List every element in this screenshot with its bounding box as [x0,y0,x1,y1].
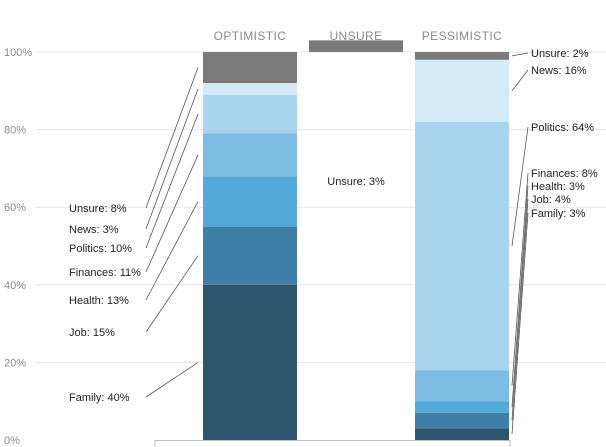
bar-segment-optimistic-unsure [203,52,297,84]
data-label: Unsure: 2% [531,48,589,60]
leader-line [145,113,199,249]
y-tick-label: 40% [4,280,26,292]
y-tick-label: 60% [4,202,26,214]
leader-line [145,255,199,333]
bar-segment-optimistic-finances [203,133,297,177]
leader-line [511,198,529,421]
leader-line [145,201,199,301]
leader-line [145,67,199,209]
data-label: Family: 3% [531,208,586,220]
y-tick-label: 100% [4,47,32,59]
leader-line [511,185,529,408]
bar-segment-optimistic-job [203,226,297,285]
bar-segment-optimistic-politics [203,94,297,134]
leader-line [145,154,199,273]
leader-line [511,172,529,386]
y-tick-label: 80% [4,125,26,137]
bar-segment-pessimistic-unsure [415,52,509,60]
bar-segment-unsure-unsure [309,40,403,52]
data-label: Job: 15% [69,327,115,339]
data-label: News: 3% [69,224,119,236]
data-label: Politics: 10% [69,243,132,255]
bar-segment-optimistic-news [203,83,297,95]
data-label: Unsure: 8% [69,203,127,215]
bar-segment-pessimistic-news [415,59,509,122]
data-label: Family: 40% [69,392,130,404]
leader-line [511,69,529,92]
leader-line [145,88,199,230]
bar-segment-pessimistic-job [415,412,509,429]
data-label: Health: 13% [69,295,129,307]
bar-segment-pessimistic-health [415,401,509,413]
bar-segment-pessimistic-politics [415,121,509,371]
leader-line [511,126,529,247]
y-tick-label: 0% [4,435,20,447]
bar-segment-optimistic-family [203,284,297,440]
data-label: Health: 3% [531,181,585,193]
leader-line [511,212,529,435]
bar-segment-optimistic-health [203,176,297,227]
y-tick-label: 20% [4,357,26,369]
data-label: News: 16% [531,65,587,77]
data-label: Finances: 8% [531,168,598,180]
baseline-frame [154,440,511,447]
data-label: Politics: 64% [531,122,594,134]
data-label: Unsure: 3% [327,176,385,188]
data-label: Job: 4% [531,194,571,206]
category-header: OPTIMISTIC [214,29,287,43]
leader-line [145,362,199,398]
category-header: PESSIMISTIC [422,29,502,43]
bar-segment-pessimistic-family [415,428,509,440]
leader-line [511,52,529,57]
category-header: UNSURE [329,29,382,43]
bar-segment-pessimistic-finances [415,370,509,402]
data-label: Finances: 11% [69,267,141,279]
